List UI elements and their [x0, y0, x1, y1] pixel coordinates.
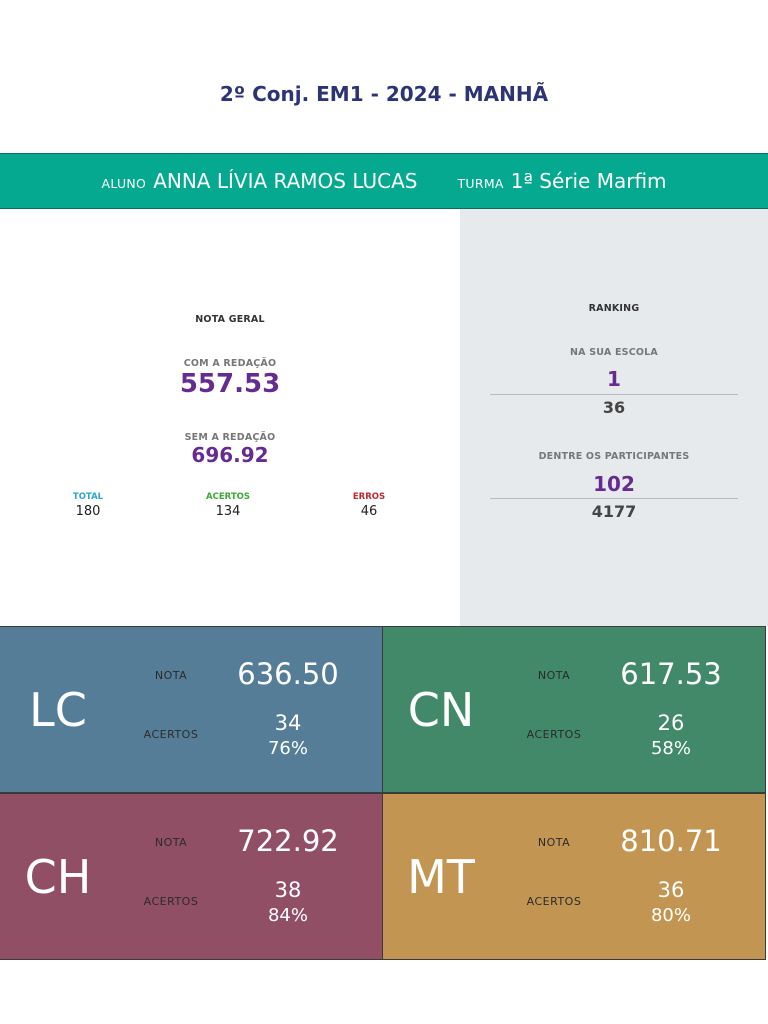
total-value: 180: [75, 504, 101, 519]
ranking-escola-total: 36: [602, 398, 626, 417]
report-title: 2º Conj. EM1 - 2024 - MANHÃ: [219, 82, 549, 106]
aluno-name: ANNA LÍVIA RAMOS LUCAS: [153, 169, 418, 193]
area-card-lc: LC NOTA 636.50 ACERTOS 34 76%: [0, 626, 383, 793]
acertos-value: 36: [657, 878, 685, 902]
acertos-value: 38: [274, 878, 302, 902]
erros-value: 46: [360, 504, 378, 519]
percent-value: 76%: [267, 738, 308, 759]
ranking-participantes-position: 102: [593, 472, 635, 496]
area-code: CH: [24, 850, 92, 904]
sem-redacao-value: 696.92: [191, 443, 269, 467]
erros-label: ERROS: [352, 492, 386, 502]
nota-label: NOTA: [537, 669, 571, 682]
ranking-participantes-label: DENTRE OS PARTICIPANTES: [538, 451, 690, 462]
area-card-mt: MT NOTA 810.71 ACERTOS 36 80%: [382, 793, 766, 960]
total-label: TOTAL: [72, 492, 104, 502]
ranking-escola-position: 1: [607, 367, 621, 391]
percent-value: 80%: [650, 905, 691, 926]
ranking-panel: RANKING NA SUA ESCOLA 1 36 DENTRE OS PAR…: [460, 209, 768, 626]
turma-value: 1ª Série Marfim: [510, 169, 667, 193]
nota-value: 810.71: [620, 824, 722, 858]
nota-label: NOTA: [537, 836, 571, 849]
stat-acertos: ACERTOS 134: [168, 492, 288, 519]
acertos-value: 26: [657, 711, 685, 735]
acertos-label: ACERTOS: [143, 895, 199, 908]
ranking-escola-label: NA SUA ESCOLA: [570, 347, 658, 358]
nota-label: NOTA: [154, 669, 188, 682]
ranking-divider: [490, 394, 738, 395]
acertos-value: 134: [215, 504, 241, 519]
ranking-divider: [490, 498, 738, 499]
acertos-label: ACERTOS: [143, 728, 199, 741]
nota-value: 636.50: [237, 657, 339, 691]
area-code: LC: [29, 683, 87, 737]
area-code: CN: [407, 683, 475, 737]
student-bar: ALUNO ANNA LÍVIA RAMOS LUCAS TURMA 1ª Sé…: [0, 153, 768, 209]
acertos-value: 34: [274, 711, 302, 735]
nota-geral-heading: NOTA GERAL: [195, 314, 265, 325]
aluno-label: ALUNO: [101, 175, 147, 191]
acertos-label: ACERTOS: [526, 895, 582, 908]
nota-label: NOTA: [154, 836, 188, 849]
percent-value: 84%: [267, 905, 308, 926]
stat-erros: ERROS 46: [309, 492, 429, 519]
acertos-label: ACERTOS: [526, 728, 582, 741]
nota-value: 617.53: [620, 657, 722, 691]
acertos-label: ACERTOS: [206, 492, 250, 502]
area-card-cn: CN NOTA 617.53 ACERTOS 26 58%: [382, 626, 766, 793]
stat-total: TOTAL 180: [28, 492, 148, 519]
nota-value: 722.92: [237, 824, 339, 858]
area-code: MT: [407, 850, 475, 904]
sem-redacao-label: SEM A REDAÇÃO: [184, 432, 276, 443]
percent-value: 58%: [650, 738, 691, 759]
ranking-participantes-total: 4177: [591, 502, 637, 521]
nota-geral-panel: NOTA GERAL COM A REDAÇÃO 557.53 SEM A RE…: [0, 209, 460, 626]
turma-label: TURMA: [457, 175, 504, 191]
com-redacao-label: COM A REDAÇÃO: [183, 358, 277, 369]
area-card-ch: CH NOTA 722.92 ACERTOS 38 84%: [0, 793, 383, 960]
com-redacao-value: 557.53: [179, 369, 281, 399]
ranking-heading: RANKING: [588, 303, 640, 314]
